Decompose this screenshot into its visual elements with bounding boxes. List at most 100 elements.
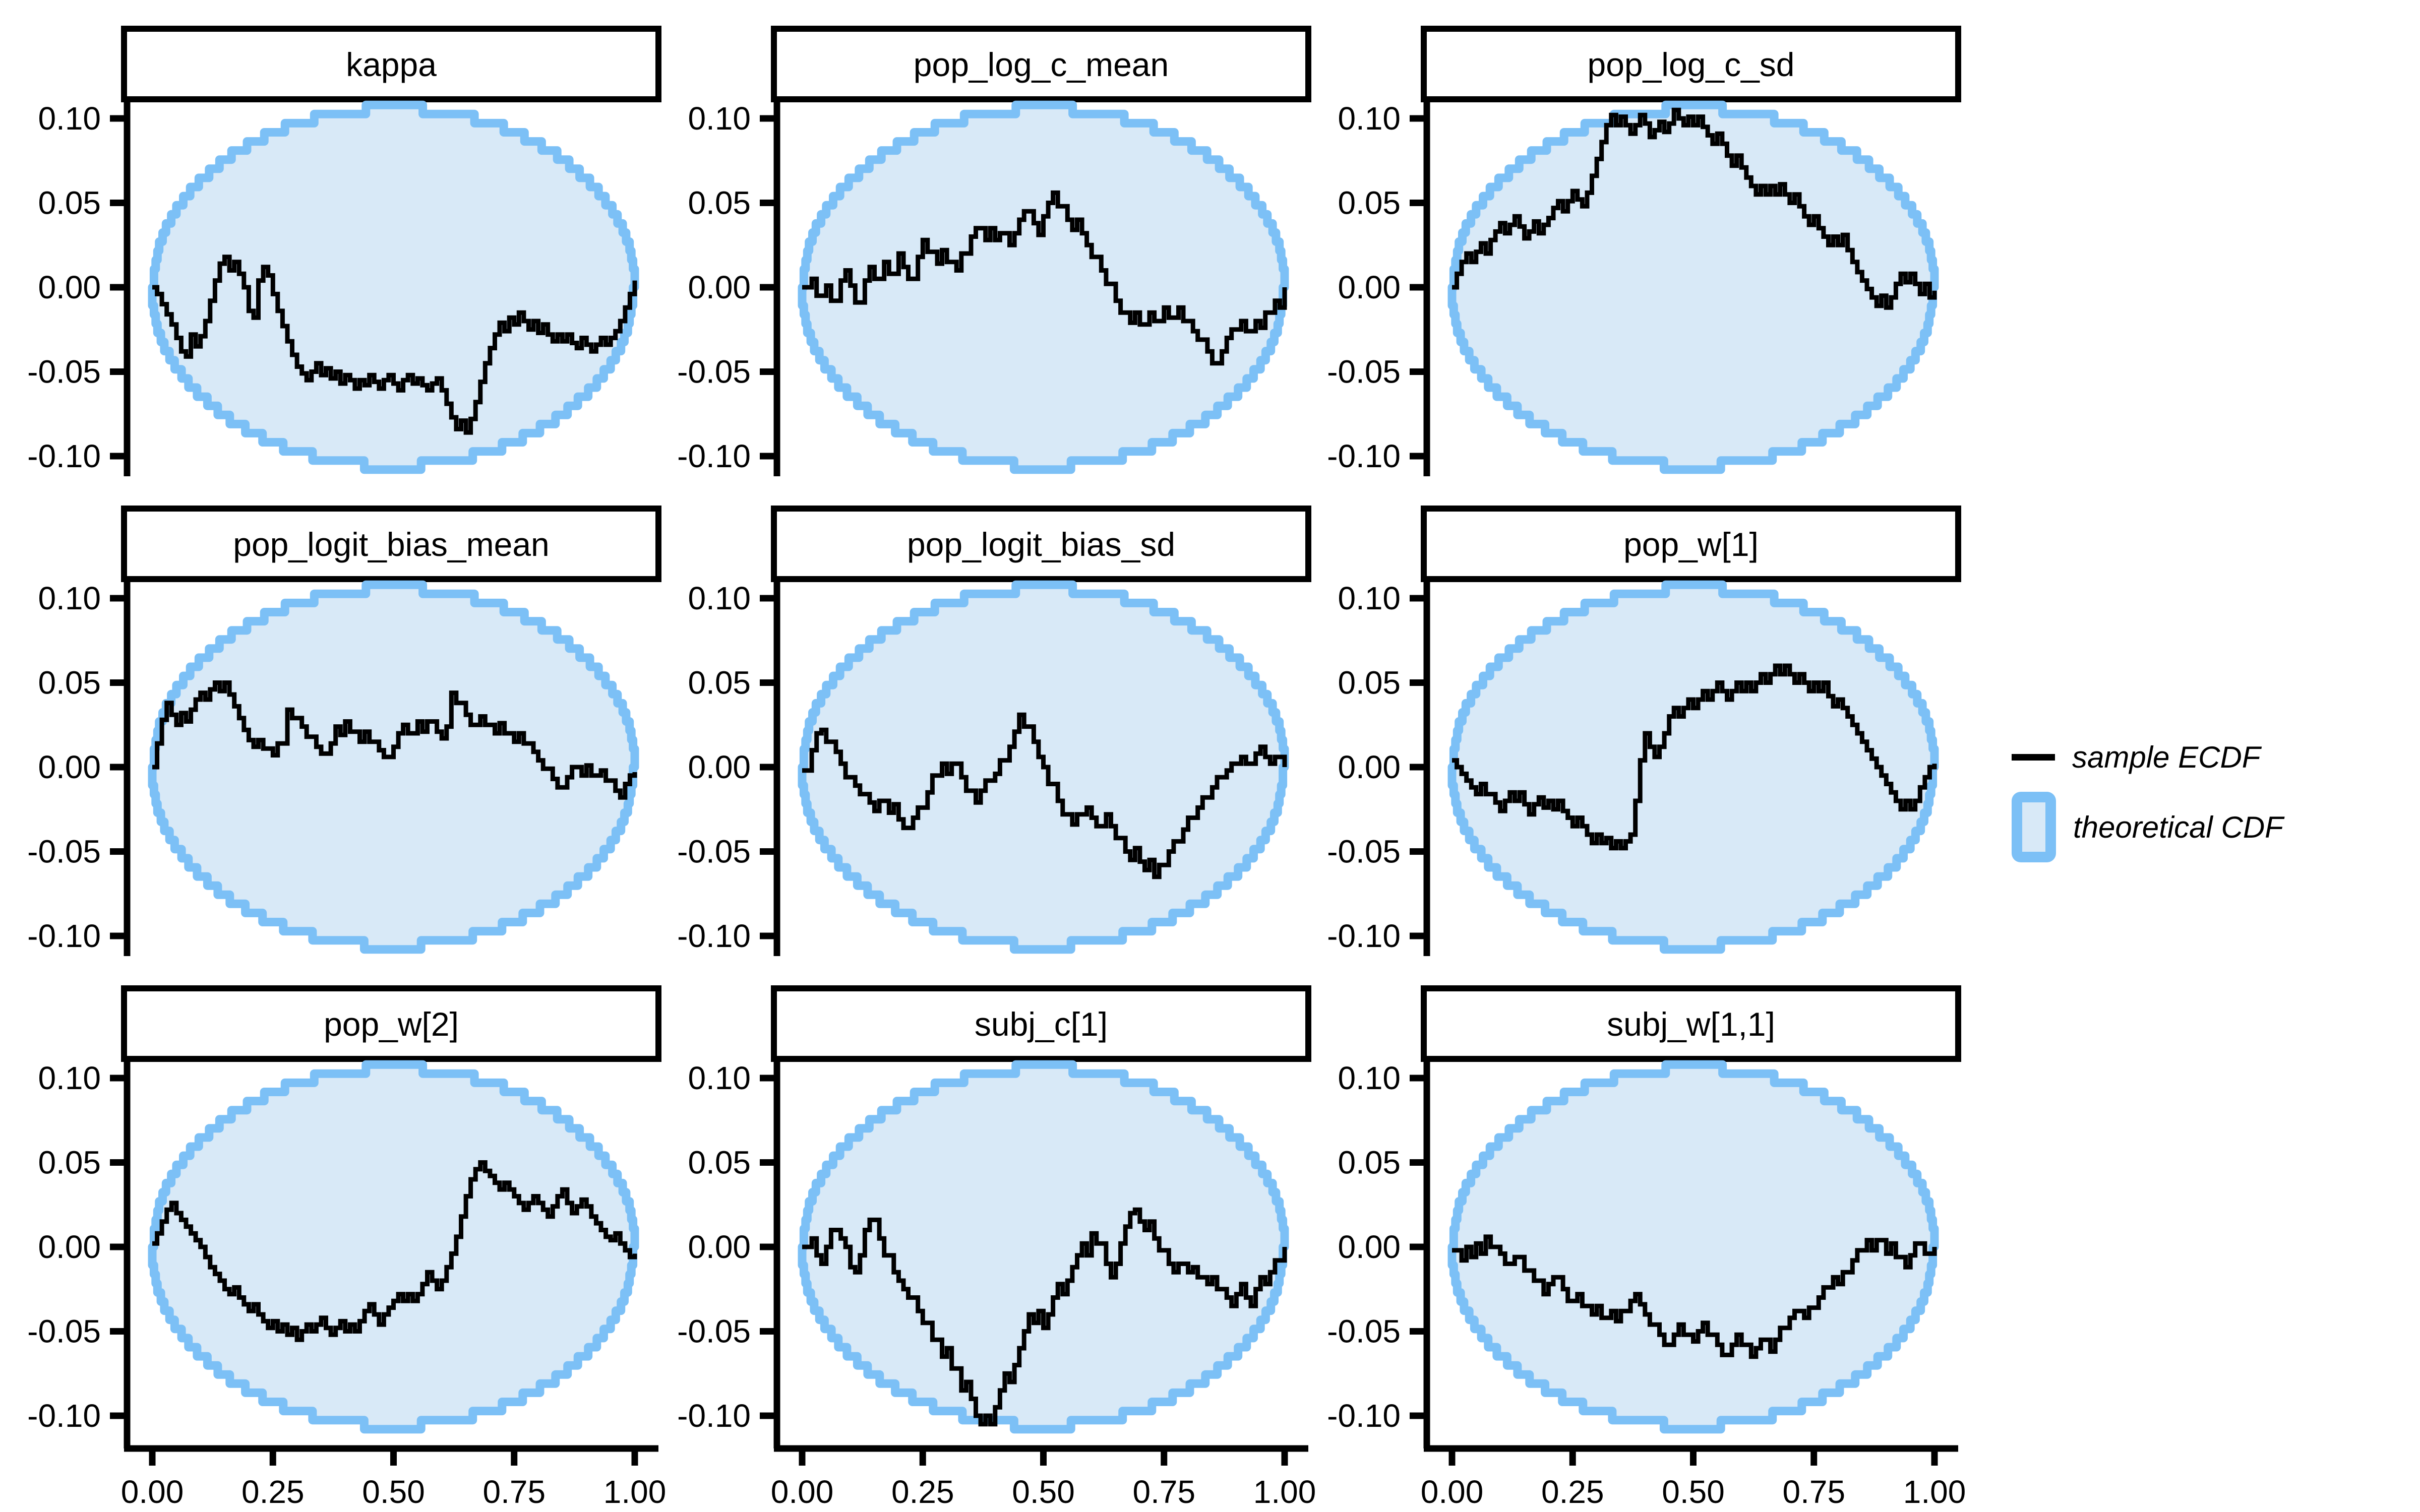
panel-title: pop_log_c_sd — [1587, 46, 1794, 83]
theoretical-cdf-band — [1447, 580, 1939, 954]
facet-strip — [121, 985, 661, 1062]
y-tick-label: -0.05 — [677, 834, 751, 870]
x-tick-label: 1.00 — [603, 1474, 667, 1510]
y-tick-label: 0.05 — [688, 185, 751, 221]
y-tick-label: 0.00 — [688, 749, 751, 785]
x-tick-label: 0.00 — [121, 1474, 184, 1510]
x-tick-label: 1.00 — [1253, 1474, 1316, 1510]
facet-strip — [1421, 506, 1961, 582]
y-tick-label: 0.10 — [688, 580, 751, 616]
y-tick-label: 0.10 — [1338, 580, 1401, 616]
panel-kappa: kappa 0.10 0.05 0.00 -0.05 -0.10 — [27, 26, 661, 476]
y-tick-label: 0.05 — [1338, 185, 1401, 221]
sample-ecdf-line — [1452, 1234, 1937, 1359]
x-tick-label: 0.25 — [891, 1474, 954, 1510]
y-tick-label: 0.10 — [38, 100, 101, 137]
x-tick-label: 0.50 — [1012, 1474, 1075, 1510]
y-tick-label: 0.05 — [688, 665, 751, 701]
y-tick-label: 0.05 — [38, 185, 101, 221]
sample-ecdf-line — [1452, 107, 1937, 310]
y-tick-label: 0.00 — [688, 269, 751, 305]
panel-title: pop_logit_bias_mean — [233, 526, 549, 563]
y-tick-label: 0.00 — [1338, 269, 1401, 305]
x-tick-label: 0.25 — [1541, 1474, 1604, 1510]
y-tick-label: -0.10 — [1327, 1398, 1401, 1434]
y-tick-label: -0.05 — [27, 354, 101, 390]
y-tick-label: 0.00 — [38, 749, 101, 785]
y-tick-label: -0.10 — [1327, 918, 1401, 954]
x-tick-label: 0.75 — [482, 1474, 546, 1510]
y-tick-label: -0.05 — [1327, 1313, 1401, 1350]
y-tick-label: 0.00 — [38, 1229, 101, 1265]
y-tick-label: 0.10 — [688, 1060, 751, 1096]
facet-strip — [771, 985, 1311, 1062]
theoretical-cdf-band-icon — [2012, 792, 2056, 862]
panel-subj-c-1: subj_c[1] 0.10 0.05 0.00 -0.05 -0.10 0.00 0.25 0… — [677, 985, 1316, 1510]
panel-pop-w-2: pop_w[2] 0.10 0.05 0.00 -0.05 -0.10 0.00 0.25 0.… — [27, 985, 667, 1510]
panel-title: subj_c[1] — [975, 1005, 1108, 1043]
sample-ecdf-line — [152, 1160, 637, 1342]
x-tick-label: 0.75 — [1132, 1474, 1195, 1510]
y-tick-label: -0.10 — [677, 438, 751, 474]
facet-strip — [1421, 26, 1961, 102]
theoretical-cdf-band — [148, 1060, 639, 1434]
y-tick-label: -0.05 — [1327, 354, 1401, 390]
panel-title: pop_logit_bias_sd — [907, 526, 1175, 563]
panel-title: pop_log_c_mean — [914, 46, 1169, 83]
y-tick-label: 0.00 — [38, 269, 101, 305]
panel-pop-log-c-sd: pop_log_c_sd 0.10 0.05 0.00 -0.05 -0.10 — [1327, 26, 1961, 476]
panel-subj-w-1-1: subj_w[1,1] 0.10 0.05 0.00 -0.05 -0.10 0.00 0.2… — [1327, 985, 1966, 1510]
theoretical-cdf-band — [148, 580, 639, 954]
theoretical-cdf-band — [1447, 1060, 1939, 1434]
facet-strip — [771, 26, 1311, 102]
theoretical-cdf-band — [798, 100, 1289, 474]
y-tick-label: -0.10 — [27, 918, 101, 954]
legend-item-theoretical-cdf: theoretical CDF — [2012, 792, 2283, 862]
y-tick-label: 0.05 — [688, 1145, 751, 1181]
y-tick-label: -0.05 — [1327, 834, 1401, 870]
sample-ecdf-line-icon — [2012, 754, 2055, 761]
y-tick-label: 0.05 — [1338, 665, 1401, 701]
x-tick-label: 0.00 — [1421, 1474, 1484, 1510]
y-tick-label: -0.10 — [1327, 438, 1401, 474]
y-tick-label: 0.10 — [1338, 1060, 1401, 1096]
sample-ecdf-line — [802, 1207, 1287, 1427]
y-tick-label: -0.10 — [677, 1398, 751, 1434]
panel-title: pop_w[1] — [1623, 526, 1759, 563]
legend-item-sample-ecdf: sample ECDF — [2012, 740, 2283, 775]
sample-ecdf-line — [152, 255, 637, 435]
legend-label-theoretical-cdf: theoretical CDF — [2073, 810, 2283, 844]
facet-strip — [121, 506, 661, 582]
panel-pop-logit-bias-mean: pop_logit_bias_mean 0.10 0.05 0.00 -0.05 -0.1… — [27, 506, 661, 956]
y-tick-label: -0.10 — [27, 1398, 101, 1434]
x-tick-label: 0.00 — [771, 1474, 834, 1510]
x-tick-label: 0.50 — [1662, 1474, 1725, 1510]
x-tick-label: 0.50 — [362, 1474, 425, 1510]
legend-label-sample-ecdf: sample ECDF — [2072, 740, 2261, 774]
panel-pop-logit-bias-sd: pop_logit_bias_sd 0.10 0.05 0.00 -0.05 -0.10 — [677, 506, 1311, 956]
sample-ecdf-line — [802, 712, 1287, 879]
legend: sample ECDF theoretical CDF — [2012, 740, 2283, 862]
panel-title: kappa — [346, 46, 437, 83]
x-tick-label: 0.75 — [1782, 1474, 1845, 1510]
theoretical-cdf-band — [798, 1060, 1289, 1434]
facet-strip — [121, 26, 661, 102]
y-tick-label: -0.05 — [27, 1313, 101, 1350]
sample-ecdf-line — [1452, 663, 1937, 851]
y-tick-label: -0.10 — [677, 918, 751, 954]
y-tick-label: 0.05 — [38, 665, 101, 701]
y-tick-label: 0.00 — [1338, 749, 1401, 785]
y-tick-label: 0.10 — [688, 100, 751, 137]
y-tick-label: 0.05 — [38, 1145, 101, 1181]
y-tick-label: -0.05 — [677, 1313, 751, 1350]
y-tick-label: -0.05 — [27, 834, 101, 870]
y-tick-label: 0.10 — [38, 1060, 101, 1096]
panel-title: subj_w[1,1] — [1607, 1005, 1775, 1043]
x-tick-label: 0.25 — [241, 1474, 305, 1510]
y-tick-label: 0.00 — [688, 1229, 751, 1265]
panel-title: pop_w[2] — [324, 1005, 459, 1043]
y-tick-label: 0.10 — [1338, 100, 1401, 137]
theoretical-cdf-band — [1447, 100, 1939, 474]
panel-pop-log-c-mean: pop_log_c_mean 0.10 0.05 0.00 -0.05 -0.10 — [677, 26, 1311, 476]
sample-ecdf-line — [152, 680, 637, 800]
